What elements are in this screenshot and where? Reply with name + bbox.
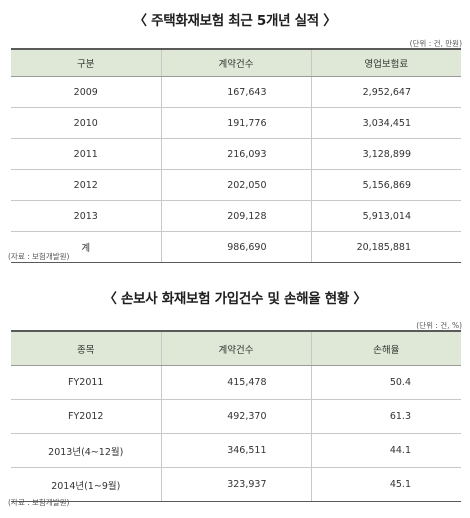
table-row: 2009 167,643 2,952,647 [11,76,461,108]
table2-unit: (단위 : 건, %) [416,321,462,330]
table1-source: (자료 : 보험개발원) [8,252,70,261]
table2-header-contracts: 계약건수 [160,330,311,366]
table-cell: 61.3 [310,399,461,434]
table-cell: 계 [11,231,161,263]
table2-source: (자료 : 보험개발원) [8,498,70,507]
table1-title: 〈 주택화재보험 최근 5개년 실적 〉 [133,13,337,29]
table-cell: 3,034,451 [310,107,461,139]
table-row: FY2011 415,478 50.4 [11,365,461,400]
table-cell: 2012 [11,169,161,201]
table1-unit: (단위 : 건, 만원) [409,39,462,48]
table-cell: 216,093 [160,138,311,170]
table2: 종목 계약건수 손해율 FY2011 415,478 50.4 FY2012 4… [11,330,461,502]
table-row: FY2012 492,370 61.3 [11,399,461,434]
table-cell: 202,050 [160,169,311,201]
table-cell: 492,370 [160,399,311,434]
table1-header-premium: 영업보험료 [310,48,461,77]
table-cell: 3,128,899 [310,138,461,170]
table-cell: FY2011 [11,365,161,400]
table1-header-category: 구분 [11,48,161,77]
table-cell: 2010 [11,107,161,139]
table-cell: 346,511 [160,433,311,468]
table-cell: 45.1 [310,467,461,502]
table-row: 2010 191,776 3,034,451 [11,107,461,139]
table-cell: 2013년(4~12월) [11,433,161,468]
table-row: 2011 216,093 3,128,899 [11,138,461,170]
table-cell: 44.1 [310,433,461,468]
table-cell: 5,156,869 [310,169,461,201]
table2-header-type: 종목 [11,330,161,366]
table1: 구분 계약건수 영업보험료 2009 167,643 2,952,647 201… [11,48,461,263]
table-cell: 5,913,014 [310,200,461,232]
table-cell: 323,937 [160,467,311,502]
table-cell: 50.4 [310,365,461,400]
table-row: 2013 209,128 5,913,014 [11,200,461,232]
table-cell: 415,478 [160,365,311,400]
table-cell: 986,690 [160,231,311,263]
table-cell: 2011 [11,138,161,170]
table-cell: 2013 [11,200,161,232]
table-cell: 2014년(1~9월) [11,467,161,502]
table-cell: 2009 [11,76,161,108]
table2-header-row: 종목 계약건수 손해율 [11,330,461,366]
table-cell: FY2012 [11,399,161,434]
table-cell: 209,128 [160,200,311,232]
table-row: 2014년(1~9월) 323,937 45.1 [11,467,461,502]
table-total-row: 계 986,690 20,185,881 [11,231,461,263]
table2-header-loss-ratio: 손해율 [310,330,461,366]
table-cell: 167,643 [160,76,311,108]
table1-header-row: 구분 계약건수 영업보험료 [11,48,461,77]
table-row: 2013년(4~12월) 346,511 44.1 [11,433,461,468]
table-row: 2012 202,050 5,156,869 [11,169,461,201]
table2-title: 〈 손보사 화재보험 가입건수 및 손해율 현황 〉 [103,291,367,307]
table1-header-contracts: 계약건수 [160,48,311,77]
table-cell: 191,776 [160,107,311,139]
table-cell: 2,952,647 [310,76,461,108]
table-cell: 20,185,881 [310,231,461,263]
